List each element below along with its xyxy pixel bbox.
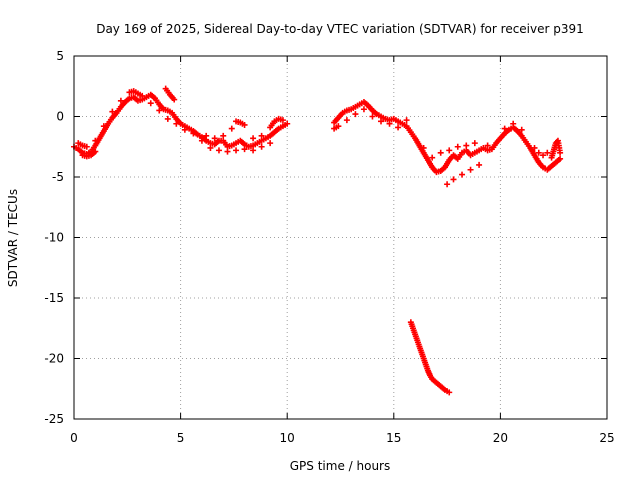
- tick-layer: 0 5 10 15 20 25 5 0 -5 -10 -15 -20 -25: [44, 49, 614, 445]
- data-point: [484, 142, 491, 149]
- data-point: [279, 117, 286, 124]
- data-point: [181, 126, 188, 133]
- data-point: [241, 121, 248, 128]
- data-point: [395, 124, 402, 131]
- data-point: [83, 143, 90, 150]
- data-point: [459, 171, 466, 178]
- data-point: [267, 140, 274, 147]
- data-point: [92, 137, 99, 144]
- x-axis-label: GPS time / hours: [290, 459, 391, 473]
- data-point: [173, 120, 180, 127]
- series-segment-2: [331, 98, 564, 176]
- y-tick-label: -10: [44, 231, 64, 245]
- data-point: [190, 130, 197, 137]
- data-point: [343, 117, 350, 124]
- y-axis-label: SDTVAR / TECUs: [6, 189, 20, 287]
- data-point: [471, 140, 478, 147]
- grid-layer: [74, 56, 607, 419]
- data-point: [450, 176, 457, 183]
- data-point: [211, 135, 218, 142]
- data-point: [207, 144, 214, 151]
- data-point: [557, 149, 564, 156]
- y-tick-label: -25: [44, 412, 64, 426]
- x-tick-label: 0: [70, 431, 78, 445]
- data-point: [444, 181, 451, 188]
- y-tick-label: 0: [56, 110, 64, 124]
- data-point: [360, 106, 367, 113]
- data-point: [258, 143, 265, 150]
- data-point: [164, 115, 171, 122]
- data-point: [535, 149, 542, 156]
- series-segment-1-lower: [79, 100, 274, 160]
- data-point: [139, 92, 146, 99]
- series-segment-2-extra: [331, 106, 564, 188]
- data-point: [476, 161, 483, 168]
- data-point: [557, 155, 564, 162]
- x-tick-label: 5: [177, 431, 185, 445]
- x-tick-label: 15: [386, 431, 401, 445]
- data-point: [544, 149, 551, 156]
- x-tick-label: 20: [493, 431, 508, 445]
- data-point: [100, 123, 107, 130]
- data-point: [228, 125, 235, 132]
- data-point: [510, 120, 517, 127]
- data-point: [109, 108, 116, 115]
- data-point: [233, 147, 240, 154]
- data-point: [147, 100, 154, 107]
- data-point: [335, 123, 342, 130]
- data-point: [215, 147, 222, 154]
- y-tick-label: -5: [52, 170, 64, 184]
- y-tick-label: -20: [44, 352, 64, 366]
- plot-frame: [73, 55, 608, 420]
- data-point: [540, 152, 547, 159]
- x-tick-label: 10: [280, 431, 295, 445]
- series-segment-1-upper: [75, 85, 286, 150]
- data-point: [378, 118, 385, 125]
- data-point: [420, 144, 427, 151]
- data-point: [203, 132, 210, 139]
- data-point: [117, 97, 124, 104]
- data-point: [446, 147, 453, 154]
- data-point: [437, 149, 444, 156]
- y-tick-label: -15: [44, 291, 64, 305]
- data-point: [501, 125, 508, 132]
- data-point: [531, 144, 538, 151]
- data-point: [463, 142, 470, 149]
- data-point: [386, 120, 393, 127]
- x-tick-label: 25: [599, 431, 614, 445]
- data-layer: [71, 85, 564, 396]
- data-point: [352, 111, 359, 118]
- data-point: [429, 154, 436, 161]
- data-point: [92, 148, 99, 155]
- data-point: [198, 137, 205, 144]
- data-point: [250, 135, 257, 142]
- data-point: [250, 147, 257, 154]
- data-point: [403, 117, 410, 124]
- y-tick-label: 5: [56, 49, 64, 63]
- data-point: [284, 120, 291, 127]
- data-point: [446, 389, 453, 396]
- data-point: [156, 107, 163, 114]
- data-point: [369, 113, 376, 120]
- data-point: [454, 143, 461, 150]
- data-point: [518, 126, 525, 133]
- series-segment-3: [407, 319, 453, 396]
- data-point: [467, 166, 474, 173]
- data-point: [220, 132, 227, 139]
- chart-title: Day 169 of 2025, Sidereal Day-to-day VTE…: [96, 22, 584, 36]
- data-point: [258, 132, 265, 139]
- data-point: [224, 148, 231, 155]
- data-point: [171, 96, 178, 103]
- data-point: [241, 146, 248, 153]
